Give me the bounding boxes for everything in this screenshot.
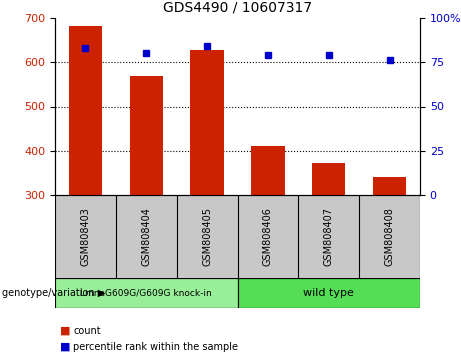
Text: GSM808404: GSM808404 bbox=[141, 207, 151, 266]
Text: ■: ■ bbox=[59, 326, 70, 336]
Text: GSM808406: GSM808406 bbox=[263, 207, 273, 266]
Bar bbox=[237, 278, 420, 308]
Bar bbox=[69, 25, 102, 195]
Bar bbox=[55, 278, 237, 308]
Text: ■: ■ bbox=[59, 342, 70, 352]
Bar bbox=[130, 76, 163, 195]
Text: GSM808407: GSM808407 bbox=[324, 207, 334, 266]
Bar bbox=[373, 177, 406, 195]
Bar bbox=[312, 163, 345, 195]
Text: percentile rank within the sample: percentile rank within the sample bbox=[73, 342, 238, 352]
Text: genotype/variation ▶: genotype/variation ▶ bbox=[2, 288, 106, 298]
Bar bbox=[251, 146, 284, 195]
Text: LmnaG609G/G609G knock-in: LmnaG609G/G609G knock-in bbox=[80, 289, 212, 297]
Bar bbox=[190, 50, 224, 195]
Text: GSM808403: GSM808403 bbox=[80, 207, 90, 266]
Title: GDS4490 / 10607317: GDS4490 / 10607317 bbox=[163, 0, 312, 14]
Text: wild type: wild type bbox=[303, 288, 354, 298]
Text: count: count bbox=[73, 326, 101, 336]
Text: GSM808408: GSM808408 bbox=[384, 207, 395, 266]
Text: GSM808405: GSM808405 bbox=[202, 207, 212, 266]
